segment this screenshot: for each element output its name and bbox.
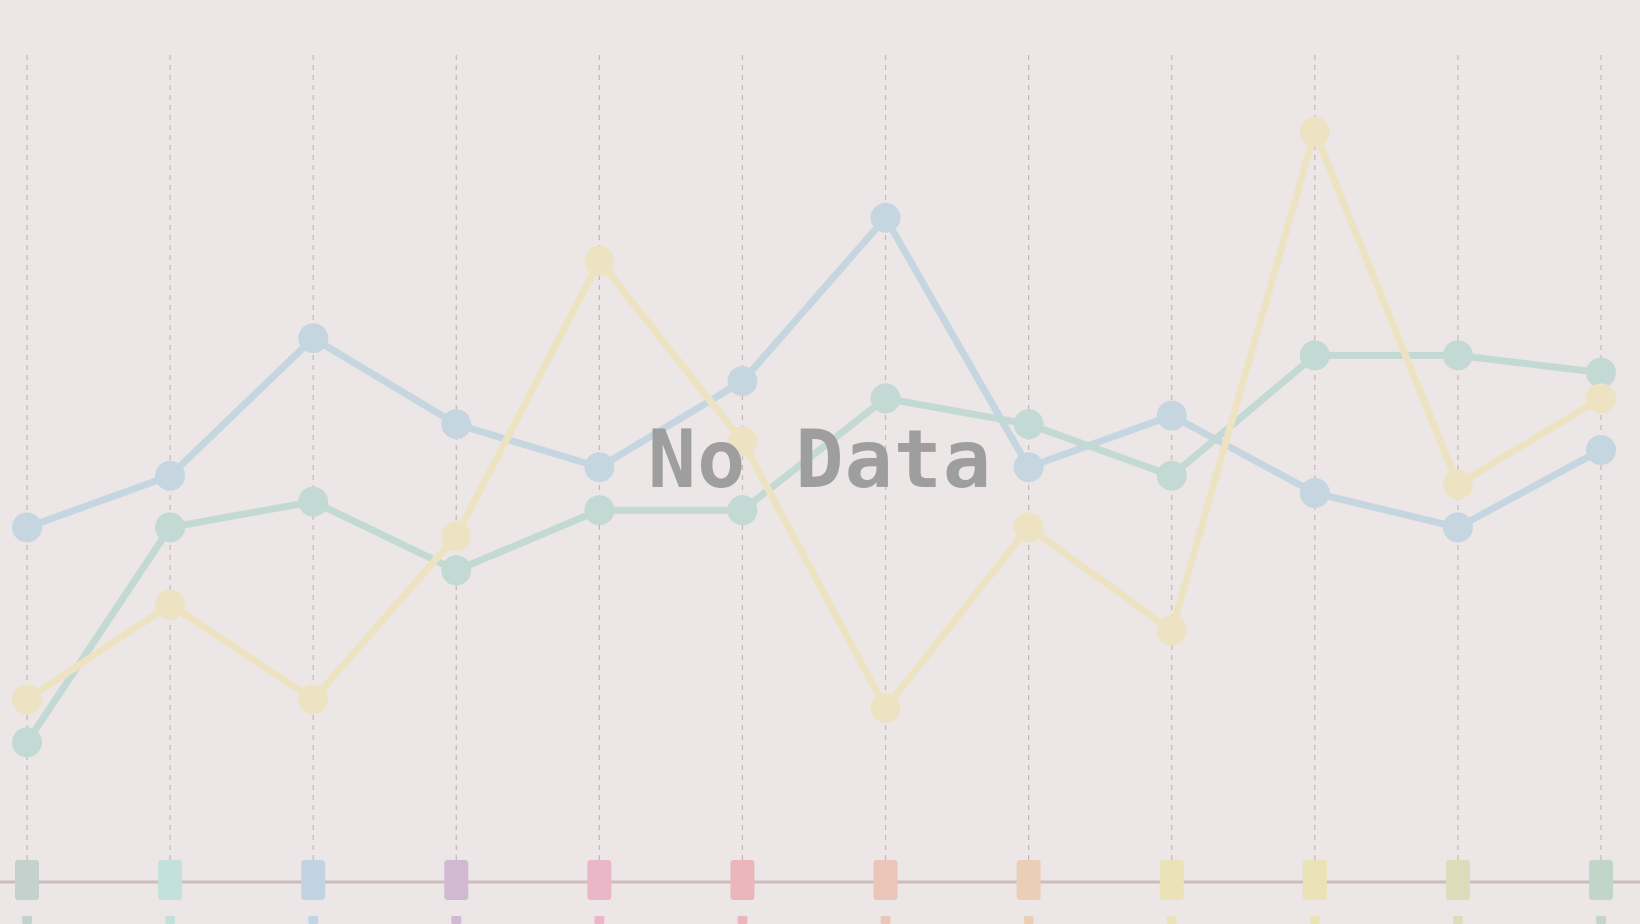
category-markers <box>15 860 1613 924</box>
category-tick <box>1596 916 1606 924</box>
data-point <box>1586 435 1616 465</box>
data-point <box>155 512 186 543</box>
data-point <box>1586 383 1616 414</box>
data-point <box>584 495 615 526</box>
data-point <box>1586 357 1616 388</box>
category-chip <box>15 860 39 900</box>
data-point <box>1299 340 1330 371</box>
data-point <box>1013 452 1044 483</box>
data-point <box>12 512 42 543</box>
data-point <box>1299 478 1330 508</box>
data-point <box>1442 340 1473 371</box>
data-point <box>298 684 329 715</box>
category-chip <box>1302 860 1327 900</box>
data-point <box>870 693 901 723</box>
category-chip <box>444 860 469 900</box>
category-tick <box>308 916 319 924</box>
data-point <box>1156 615 1187 646</box>
data-point <box>584 452 615 483</box>
category-tick <box>880 916 891 924</box>
data-point <box>298 486 329 517</box>
series-line <box>23 128 1605 712</box>
category-tick <box>22 916 32 924</box>
data-point <box>584 245 615 276</box>
category-tick <box>594 916 605 924</box>
data-point <box>441 409 472 440</box>
category-tick <box>1023 916 1034 924</box>
data-point <box>441 555 472 586</box>
category-chip <box>301 860 326 900</box>
data-point <box>1156 460 1187 491</box>
category-tick <box>1309 916 1320 924</box>
series-line <box>23 214 1605 531</box>
data-point <box>727 366 758 397</box>
category-tick <box>737 916 748 924</box>
data-point <box>727 426 758 457</box>
data-point <box>870 383 901 414</box>
series-line <box>23 351 1605 746</box>
category-chip <box>1016 860 1041 900</box>
data-point <box>727 495 758 526</box>
category-tick <box>1452 916 1463 924</box>
data-point <box>1013 409 1044 440</box>
category-tick <box>165 916 176 924</box>
data-point <box>1299 116 1330 147</box>
category-chip <box>1445 860 1470 900</box>
category-chip <box>873 860 898 900</box>
data-point <box>12 727 42 758</box>
data-point <box>155 460 186 491</box>
category-tick <box>1166 916 1177 924</box>
data-point <box>1156 400 1187 431</box>
category-chip <box>1159 860 1184 900</box>
data-point <box>12 684 42 715</box>
category-chip <box>1589 860 1613 900</box>
category-chip <box>587 860 612 900</box>
data-point <box>155 589 186 620</box>
empty-state-message: No Data <box>647 413 993 506</box>
category-chip <box>730 860 755 900</box>
category-tick <box>451 916 462 924</box>
data-point <box>441 521 472 551</box>
data-point <box>1442 512 1473 543</box>
data-point <box>1442 469 1473 500</box>
category-chip <box>158 860 183 900</box>
data-point <box>870 202 901 233</box>
data-point <box>1013 512 1044 543</box>
series-group <box>12 116 1616 758</box>
data-point <box>298 323 329 354</box>
